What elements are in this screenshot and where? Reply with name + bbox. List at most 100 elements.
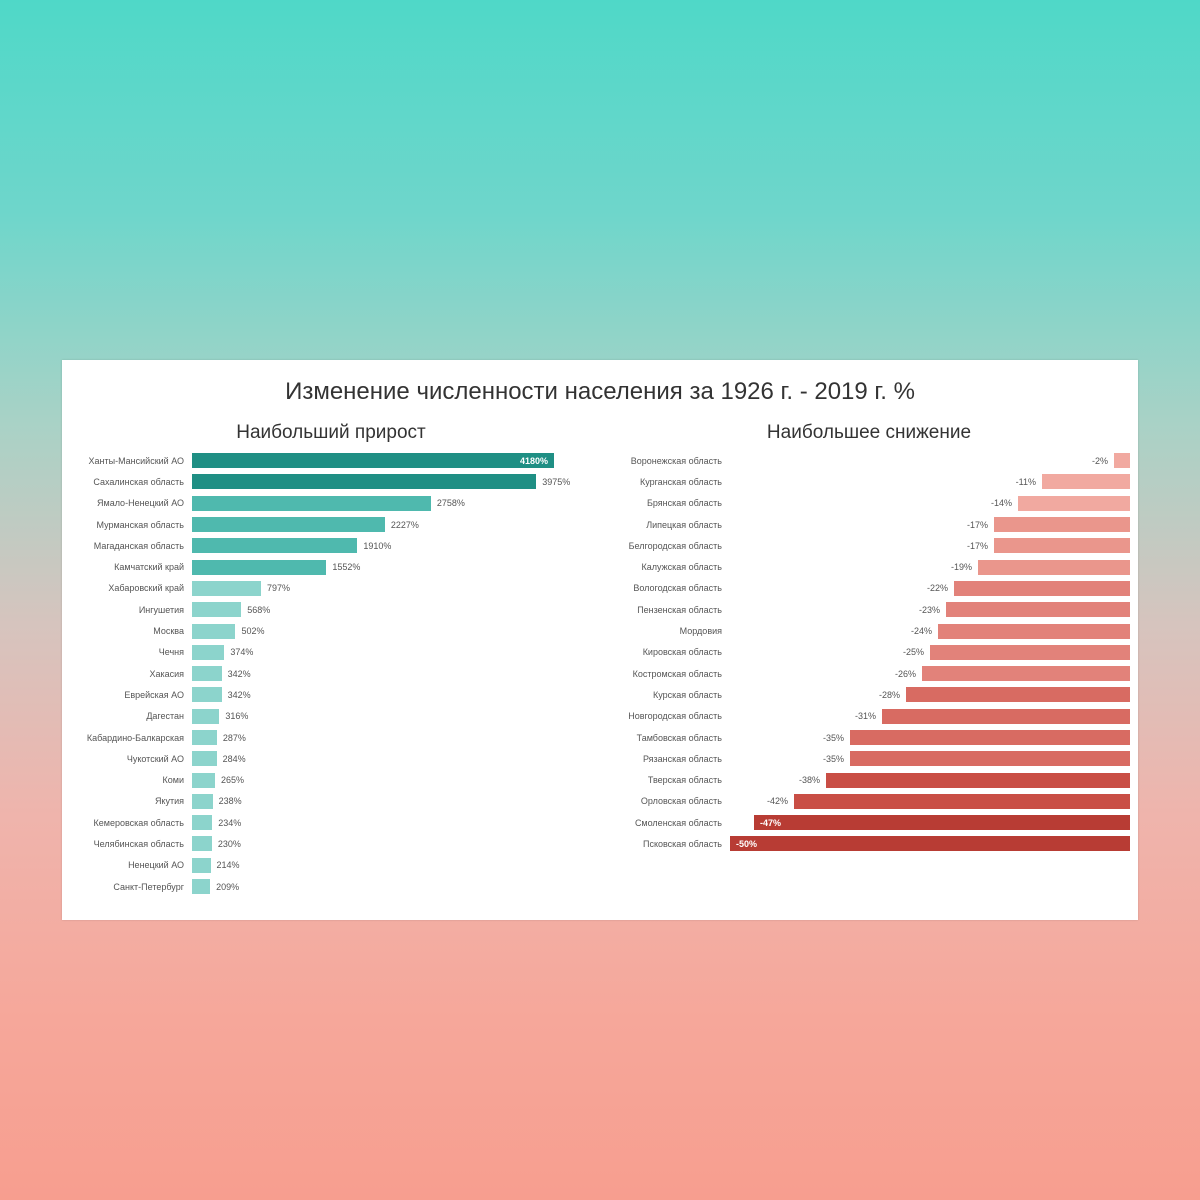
decline-row: Курская область-28%	[600, 684, 1138, 705]
decline-value-label: -22%	[927, 583, 948, 593]
growth-bar	[192, 730, 217, 745]
growth-bar-track: 1552%	[192, 560, 554, 575]
growth-value-label: 4180%	[520, 456, 548, 466]
growth-category-label: Коми	[62, 775, 192, 785]
growth-value-label: 342%	[228, 669, 251, 679]
decline-category-label: Вологодская область	[600, 583, 730, 593]
growth-bar	[192, 751, 217, 766]
growth-row: Москва502%	[62, 620, 600, 641]
growth-bar	[192, 879, 210, 894]
growth-row: Магаданская область1910%	[62, 535, 600, 556]
growth-row: Якутия238%	[62, 791, 600, 812]
growth-value-label: 2227%	[391, 520, 419, 530]
growth-bar-track: 2758%	[192, 496, 554, 511]
decline-bar	[730, 836, 1130, 851]
decline-value-label: -42%	[767, 796, 788, 806]
decline-subtitle: Наибольшее снижение	[600, 416, 1138, 450]
growth-bar-track: 214%	[192, 858, 554, 873]
decline-bar	[826, 773, 1130, 788]
decline-bar-track: -31%	[730, 709, 1130, 724]
decline-bar	[930, 645, 1130, 660]
growth-bar-track: 234%	[192, 815, 554, 830]
growth-row: Мурманская область2227%	[62, 514, 600, 535]
growth-row: Санкт-Петербург209%	[62, 876, 600, 897]
decline-row: Курганская область-11%	[600, 471, 1138, 492]
decline-bar-track: -2%	[730, 453, 1130, 468]
decline-row: Воронежская область-2%	[600, 450, 1138, 471]
growth-category-label: Ингушетия	[62, 605, 192, 615]
growth-value-label: 797%	[267, 583, 290, 593]
growth-row: Челябинская область 230%	[62, 833, 600, 854]
decline-row: Брянская область-14%	[600, 493, 1138, 514]
decline-value-label: -24%	[911, 626, 932, 636]
growth-bar	[192, 602, 241, 617]
growth-value-label: 287%	[223, 733, 246, 743]
growth-category-label: Ханты-Мансийский АО	[62, 456, 192, 466]
growth-value-label: 234%	[218, 818, 241, 828]
decline-rows: Воронежская область-2%Курганская область…	[600, 450, 1138, 855]
decline-row: Орловская область -42%	[600, 791, 1138, 812]
decline-bar-track: -14%	[730, 496, 1130, 511]
growth-value-label: 374%	[230, 647, 253, 657]
decline-value-label: -26%	[895, 669, 916, 679]
growth-value-label: 230%	[218, 839, 241, 849]
decline-bar-track: -35%	[730, 751, 1130, 766]
decline-bar-track: -35%	[730, 730, 1130, 745]
growth-category-label: Москва	[62, 626, 192, 636]
decline-bar	[850, 730, 1130, 745]
decline-value-label: -35%	[823, 733, 844, 743]
growth-bar-track: 342%	[192, 687, 554, 702]
decline-category-label: Смоленская область	[600, 818, 730, 828]
decline-category-label: Костромская область	[600, 669, 730, 679]
decline-row: Костромская область -26%	[600, 663, 1138, 684]
decline-bar-track: -17%	[730, 517, 1130, 532]
decline-category-label: Пензенская область	[600, 605, 730, 615]
decline-category-label: Калужская область	[600, 562, 730, 572]
decline-bar	[754, 815, 1130, 830]
decline-bar-track: -28%	[730, 687, 1130, 702]
growth-bar	[192, 666, 222, 681]
growth-value-label: 316%	[225, 711, 248, 721]
decline-bar	[882, 709, 1130, 724]
growth-bar	[192, 836, 212, 851]
growth-category-label: Хабаровский край	[62, 583, 192, 593]
decline-bar-track: -25%	[730, 645, 1130, 660]
decline-bar-track: -42%	[730, 794, 1130, 809]
decline-value-label: -11%	[1016, 477, 1036, 487]
growth-row: Сахалинская область3975%	[62, 471, 600, 492]
decline-row: Вологодская область -22%	[600, 578, 1138, 599]
growth-category-label: Дагестан	[62, 711, 192, 721]
growth-value-label: 3975%	[542, 477, 570, 487]
growth-bar	[192, 496, 431, 511]
decline-bar-track: -17%	[730, 538, 1130, 553]
growth-value-label: 1552%	[332, 562, 360, 572]
decline-bar-track: -26%	[730, 666, 1130, 681]
decline-value-label: -23%	[919, 605, 940, 615]
growth-bar	[192, 773, 215, 788]
growth-bar-track: 230%	[192, 836, 554, 851]
growth-row: Хабаровский край 797%	[62, 578, 600, 599]
growth-bar	[192, 517, 385, 532]
decline-value-label: -17%	[967, 541, 988, 551]
growth-category-label: Чукотский АО	[62, 754, 192, 764]
growth-bar-track: 374%	[192, 645, 554, 660]
growth-value-label: 342%	[228, 690, 251, 700]
decline-category-label: Орловская область	[600, 796, 730, 806]
growth-subtitle: Наибольший прирост	[62, 416, 600, 450]
growth-bar	[192, 560, 326, 575]
decline-bar	[794, 794, 1130, 809]
decline-bar-track: -47%	[730, 815, 1130, 830]
growth-bar-track: 2227%	[192, 517, 554, 532]
decline-row: Калужская область-19%	[600, 556, 1138, 577]
decline-row: Липецкая область-17%	[600, 514, 1138, 535]
growth-bar	[192, 624, 235, 639]
growth-category-label: Челябинская область	[62, 839, 192, 849]
decline-category-label: Псковская область	[600, 839, 730, 849]
growth-row: Чукотский АО284%	[62, 748, 600, 769]
growth-value-label: 238%	[219, 796, 242, 806]
growth-bar	[192, 858, 211, 873]
growth-bar	[192, 709, 219, 724]
decline-bar	[850, 751, 1130, 766]
growth-category-label: Ямало-Ненецкий АО	[62, 498, 192, 508]
growth-category-label: Еврейская АО	[62, 690, 192, 700]
